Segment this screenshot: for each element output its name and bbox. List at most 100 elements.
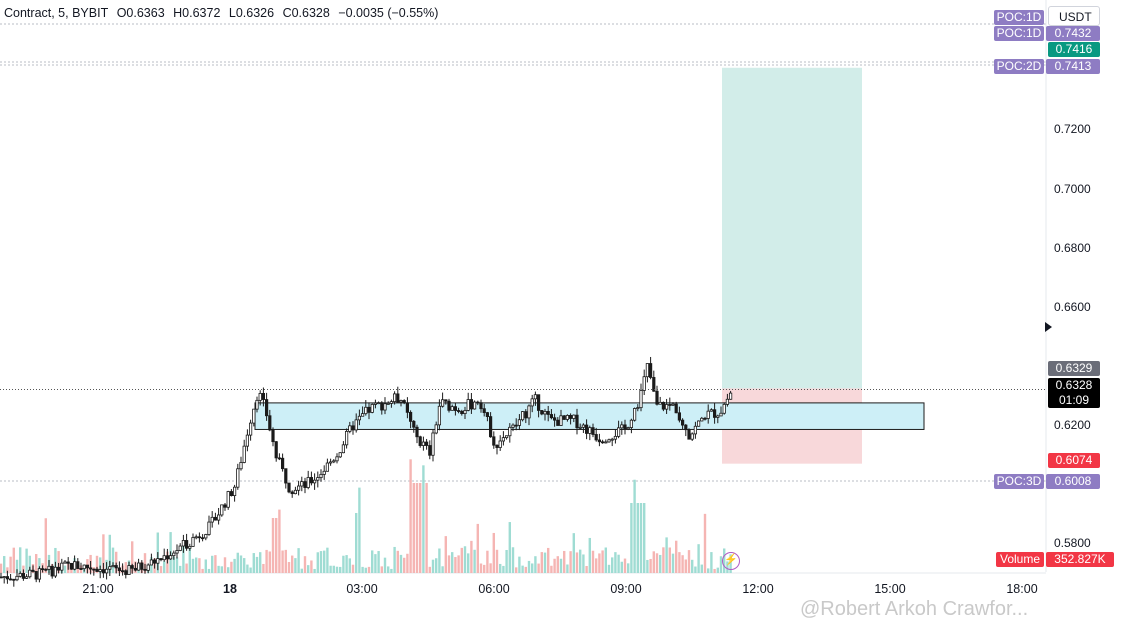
candle-body — [207, 521, 211, 535]
volume-bar — [271, 518, 275, 573]
volume-bar — [227, 567, 230, 573]
volume-bar — [195, 557, 198, 573]
volume-bar — [463, 546, 467, 573]
x-tick-label: 18:00 — [1006, 582, 1038, 596]
volume-bar — [329, 565, 332, 573]
candle-body — [617, 427, 621, 437]
volume-bar — [422, 465, 425, 573]
volume-bar — [230, 561, 233, 573]
volume-bar — [211, 555, 214, 573]
candle-body — [95, 568, 99, 572]
candle-body — [690, 433, 694, 440]
volume-bar — [403, 557, 406, 573]
lightning-icon[interactable]: ⚡ — [722, 552, 740, 570]
volume-bar — [639, 503, 643, 573]
candle-body — [76, 561, 80, 569]
candle-body — [514, 424, 518, 427]
candle-body — [472, 401, 477, 410]
volume-bar — [643, 503, 646, 573]
watermark: @Robert Arkoh Crawfor... — [800, 598, 1029, 620]
volume-bar — [326, 547, 329, 573]
candle-body — [706, 410, 710, 419]
symbol-label: Contract, 5, BYBIT — [4, 6, 109, 20]
poc-1d-tag: POC:1D — [994, 10, 1044, 25]
candle-body — [540, 410, 544, 415]
change-value: −0.0035 (−0.55%) — [338, 6, 439, 20]
y-tick-label: 0.6200 — [1054, 418, 1091, 432]
poc-3d-value: 0.6008 — [1046, 474, 1100, 489]
volume-bar — [25, 548, 28, 573]
volume-bar — [249, 567, 252, 573]
candle-body — [636, 407, 640, 410]
volume-bar — [671, 553, 675, 573]
volume-bar — [310, 560, 313, 573]
candle-body — [82, 564, 86, 570]
volume-bar — [575, 552, 579, 573]
candle-body — [376, 402, 381, 405]
candle-body — [213, 516, 217, 521]
volume-bar — [515, 567, 518, 573]
volume-bar — [675, 540, 678, 573]
candle-body — [264, 399, 269, 417]
volume-bar — [668, 547, 671, 573]
candle-body — [380, 402, 384, 411]
candle-body — [252, 408, 256, 424]
candle-body — [412, 420, 416, 428]
volume-bar — [383, 557, 387, 573]
candle-body — [456, 410, 461, 412]
candle-body — [601, 441, 605, 444]
volume-bar — [255, 556, 259, 573]
candle-body — [575, 414, 579, 429]
volume-bar — [524, 566, 527, 573]
candle-body — [501, 437, 506, 442]
volume-bar — [591, 550, 595, 573]
volume-bar — [687, 550, 691, 573]
volume-bar — [534, 556, 537, 573]
candle-body — [389, 401, 394, 404]
volume-bar — [102, 534, 105, 573]
candle-body — [415, 426, 419, 438]
volume-bar — [396, 550, 399, 573]
candle-body — [511, 424, 515, 428]
volume-bar — [351, 564, 355, 573]
volume-bar — [700, 564, 703, 573]
volume-bar — [252, 553, 255, 573]
candle-body — [127, 565, 131, 575]
candle-body — [255, 399, 259, 410]
candle-body — [188, 546, 192, 549]
chart-header: Contract, 5, BYBIT O0.6363 H0.6372 L0.63… — [4, 6, 443, 20]
y-tick-label: 0.6600 — [1054, 300, 1091, 314]
volume-bar — [598, 553, 601, 573]
candle-body — [508, 426, 512, 437]
candle-body — [597, 439, 602, 443]
candle-body — [31, 569, 35, 572]
volume-bar — [572, 533, 575, 573]
currency-selector[interactable]: USDT — [1048, 6, 1100, 26]
volume-bar — [108, 534, 111, 573]
candle-body — [290, 491, 294, 495]
volume-bar — [278, 509, 281, 573]
candle-body — [223, 504, 227, 508]
candle-body — [424, 441, 429, 446]
candle-body — [303, 481, 307, 488]
candle-body — [629, 419, 634, 428]
volume-bar — [179, 565, 182, 573]
volume-bar — [441, 566, 444, 573]
volume-bar — [44, 518, 47, 573]
candle-body — [344, 430, 349, 446]
candle-body — [79, 568, 83, 570]
candle-body — [309, 477, 314, 484]
volume-bar — [543, 552, 547, 573]
candle-body — [162, 555, 166, 561]
scroll-marker-icon[interactable] — [1045, 322, 1052, 332]
candle-body — [98, 569, 102, 572]
volume-bar — [54, 547, 57, 573]
volume-bar — [243, 558, 246, 573]
candle-body — [405, 402, 410, 413]
volume-bar — [220, 566, 223, 573]
candle-body — [312, 479, 317, 484]
volume-bar — [703, 513, 707, 573]
candle-body — [12, 578, 16, 581]
candle-body — [709, 409, 714, 412]
